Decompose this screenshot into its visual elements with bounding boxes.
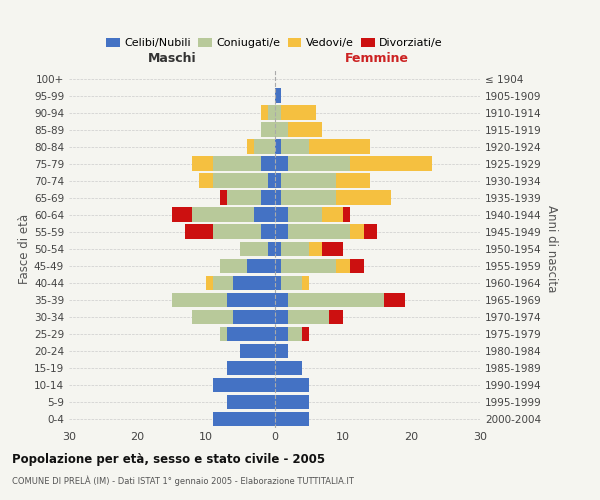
- Bar: [227, 394, 275, 409]
- Bar: [275, 242, 281, 256]
- Bar: [288, 156, 350, 171]
- Bar: [254, 140, 275, 154]
- Bar: [275, 224, 288, 239]
- Bar: [275, 140, 281, 154]
- Bar: [233, 310, 275, 324]
- Bar: [322, 242, 343, 256]
- Bar: [275, 276, 281, 290]
- Bar: [213, 156, 261, 171]
- Bar: [288, 326, 302, 341]
- Bar: [275, 106, 281, 120]
- Bar: [288, 122, 322, 137]
- Bar: [199, 174, 213, 188]
- Bar: [350, 156, 432, 171]
- Bar: [275, 412, 309, 426]
- Bar: [336, 258, 350, 273]
- Bar: [275, 378, 309, 392]
- Bar: [275, 88, 281, 103]
- Bar: [227, 190, 261, 205]
- Bar: [288, 310, 329, 324]
- Legend: Celibi/Nubili, Coniugati/e, Vedovi/e, Divorziati/e: Celibi/Nubili, Coniugati/e, Vedovi/e, Di…: [103, 34, 446, 51]
- Bar: [213, 224, 261, 239]
- Bar: [288, 224, 350, 239]
- Bar: [288, 292, 384, 307]
- Bar: [322, 208, 343, 222]
- Bar: [261, 224, 275, 239]
- Text: Femmine: Femmine: [345, 52, 409, 65]
- Bar: [329, 310, 343, 324]
- Bar: [275, 360, 302, 375]
- Bar: [384, 292, 404, 307]
- Bar: [227, 326, 275, 341]
- Bar: [336, 174, 370, 188]
- Bar: [261, 106, 268, 120]
- Bar: [268, 174, 275, 188]
- Bar: [206, 276, 213, 290]
- Bar: [247, 258, 275, 273]
- Text: Popolazione per età, sesso e stato civile - 2005: Popolazione per età, sesso e stato civil…: [12, 452, 325, 466]
- Bar: [364, 224, 377, 239]
- Bar: [213, 412, 275, 426]
- Text: Maschi: Maschi: [148, 52, 196, 65]
- Bar: [213, 378, 275, 392]
- Bar: [343, 208, 350, 222]
- Bar: [309, 140, 370, 154]
- Bar: [275, 190, 281, 205]
- Bar: [254, 208, 275, 222]
- Bar: [275, 394, 309, 409]
- Bar: [309, 242, 322, 256]
- Bar: [227, 360, 275, 375]
- Bar: [247, 140, 254, 154]
- Bar: [281, 276, 302, 290]
- Bar: [275, 122, 288, 137]
- Bar: [220, 258, 247, 273]
- Bar: [240, 242, 268, 256]
- Bar: [261, 190, 275, 205]
- Bar: [193, 156, 213, 171]
- Bar: [275, 310, 288, 324]
- Bar: [233, 276, 275, 290]
- Bar: [281, 140, 309, 154]
- Bar: [220, 190, 227, 205]
- Bar: [192, 208, 254, 222]
- Bar: [275, 258, 281, 273]
- Bar: [185, 224, 213, 239]
- Bar: [275, 326, 288, 341]
- Bar: [281, 190, 336, 205]
- Y-axis label: Anni di nascita: Anni di nascita: [545, 205, 558, 292]
- Y-axis label: Fasce di età: Fasce di età: [18, 214, 31, 284]
- Bar: [172, 208, 193, 222]
- Bar: [275, 344, 288, 358]
- Bar: [288, 208, 322, 222]
- Bar: [350, 224, 364, 239]
- Bar: [172, 292, 227, 307]
- Bar: [275, 292, 288, 307]
- Bar: [193, 310, 233, 324]
- Bar: [275, 156, 288, 171]
- Bar: [268, 242, 275, 256]
- Bar: [213, 276, 233, 290]
- Text: COMUNE DI PRELÀ (IM) - Dati ISTAT 1° gennaio 2005 - Elaborazione TUTTITALIA.IT: COMUNE DI PRELÀ (IM) - Dati ISTAT 1° gen…: [12, 476, 354, 486]
- Bar: [275, 174, 281, 188]
- Bar: [302, 276, 309, 290]
- Bar: [220, 326, 227, 341]
- Bar: [281, 174, 336, 188]
- Bar: [336, 190, 391, 205]
- Bar: [281, 242, 309, 256]
- Bar: [350, 258, 364, 273]
- Bar: [261, 156, 275, 171]
- Bar: [281, 106, 316, 120]
- Bar: [268, 106, 275, 120]
- Bar: [227, 292, 275, 307]
- Bar: [275, 208, 288, 222]
- Bar: [240, 344, 275, 358]
- Bar: [281, 258, 336, 273]
- Bar: [261, 122, 275, 137]
- Bar: [302, 326, 309, 341]
- Bar: [213, 174, 268, 188]
